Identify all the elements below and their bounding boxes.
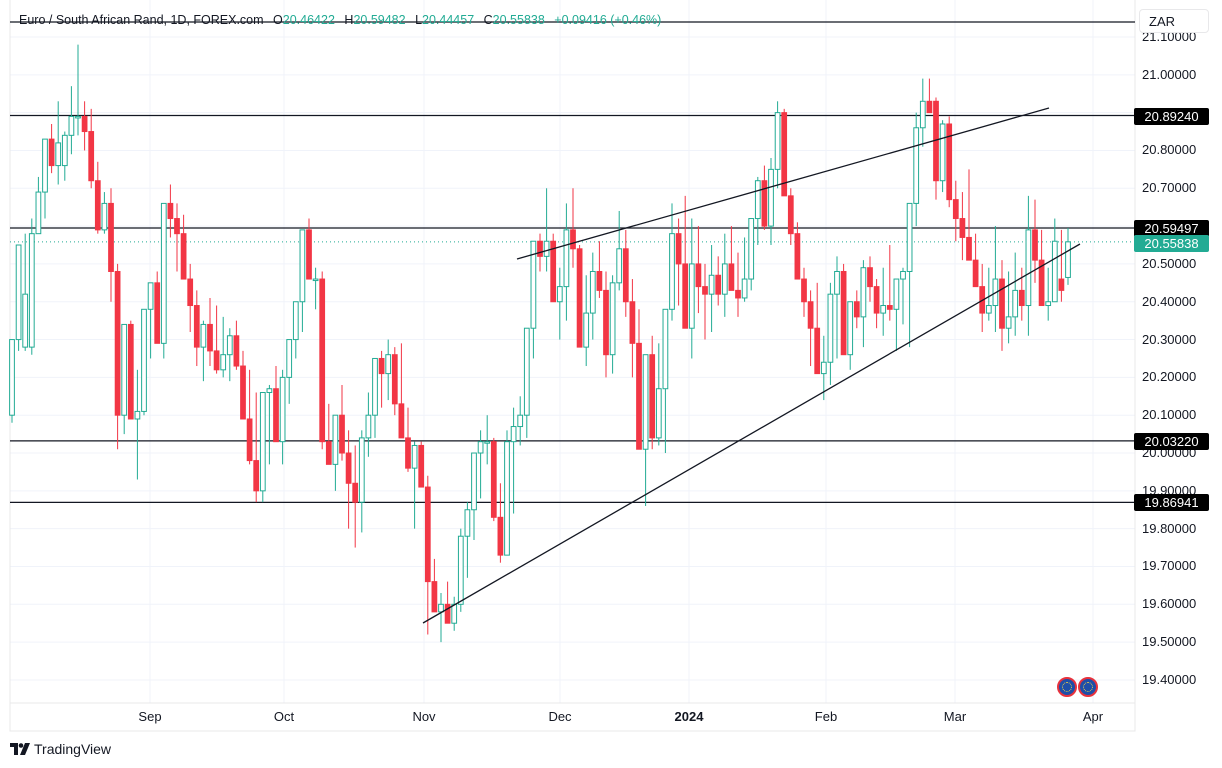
price-axis-label: 20.20000: [1142, 369, 1197, 385]
lower-wedge-trendline[interactable]: [422, 243, 1081, 624]
upper-wedge-trendline[interactable]: [516, 107, 1050, 260]
high-value: 20.59482: [353, 13, 406, 27]
change-value: +0.09416 (+0.46%): [554, 13, 662, 27]
open-value: 20.46422: [282, 13, 335, 27]
price-axis-label: 19.50000: [1142, 634, 1197, 650]
last-price-tag: 20.55838: [1134, 234, 1209, 252]
trendlines[interactable]: [422, 107, 1081, 624]
time-axis-label: Dec: [548, 709, 572, 724]
open-label: O: [273, 13, 283, 27]
time-axis-label: Nov: [412, 709, 436, 724]
price-axis-label: 20.40000: [1142, 293, 1197, 309]
level-price-tag: 20.59497: [1134, 220, 1209, 237]
economic-events[interactable]: [1057, 677, 1099, 697]
candlestick-series: [9, 44, 1071, 643]
eu-flag-event-icon[interactable]: [1078, 677, 1098, 697]
high-label: H: [344, 13, 354, 27]
price-axis-label: 19.60000: [1142, 596, 1197, 612]
time-axis-label: Oct: [273, 709, 295, 724]
price-axis-label: 20.10000: [1142, 407, 1197, 423]
low-label: L: [415, 13, 423, 27]
currency-button[interactable]: ZAR: [1139, 9, 1209, 33]
time-axis[interactable]: [9, 702, 1136, 732]
level-price-tag: 20.03220: [1134, 432, 1209, 450]
price-axis-label: 19.90000: [1142, 482, 1197, 498]
time-axis-label: Apr: [1082, 709, 1104, 724]
price-axis-label: 19.40000: [1142, 671, 1197, 687]
tradingview-logo-icon: [10, 743, 30, 755]
price-axis-label: 20.50000: [1142, 255, 1197, 271]
price-axis-label: 20.30000: [1142, 331, 1197, 347]
eu-flag-event-icon[interactable]: [1057, 677, 1077, 697]
brand-name: TradingView: [34, 741, 112, 757]
time-axis-label: Feb: [814, 709, 838, 724]
price-axis-label: 19.80000: [1142, 520, 1197, 536]
time-axis-label: Sep: [138, 709, 162, 724]
symbol-legend[interactable]: Euro / South African Rand, 1D, FOREX.com…: [19, 13, 661, 27]
level-price-tag: 20.89240: [1134, 107, 1209, 125]
price-axis-label: 21.00000: [1142, 66, 1197, 82]
grid-lines: [10, 0, 1135, 703]
time-axis-label: Mar: [943, 709, 967, 724]
close-value: 20.55838: [492, 13, 545, 27]
price-axis-label: 20.80000: [1142, 142, 1197, 158]
close-label: C: [483, 13, 493, 27]
symbol-title: Euro / South African Rand, 1D, FOREX.com: [19, 13, 264, 27]
time-axis-label: 2024: [674, 709, 704, 724]
price-axis-label: 20.70000: [1142, 180, 1197, 196]
level-price-tag: 19.86941: [1134, 494, 1209, 512]
low-value: 20.44457: [422, 13, 475, 27]
tradingview-logo[interactable]: TradingView: [10, 741, 111, 757]
price-axis-label: 19.70000: [1142, 558, 1197, 574]
